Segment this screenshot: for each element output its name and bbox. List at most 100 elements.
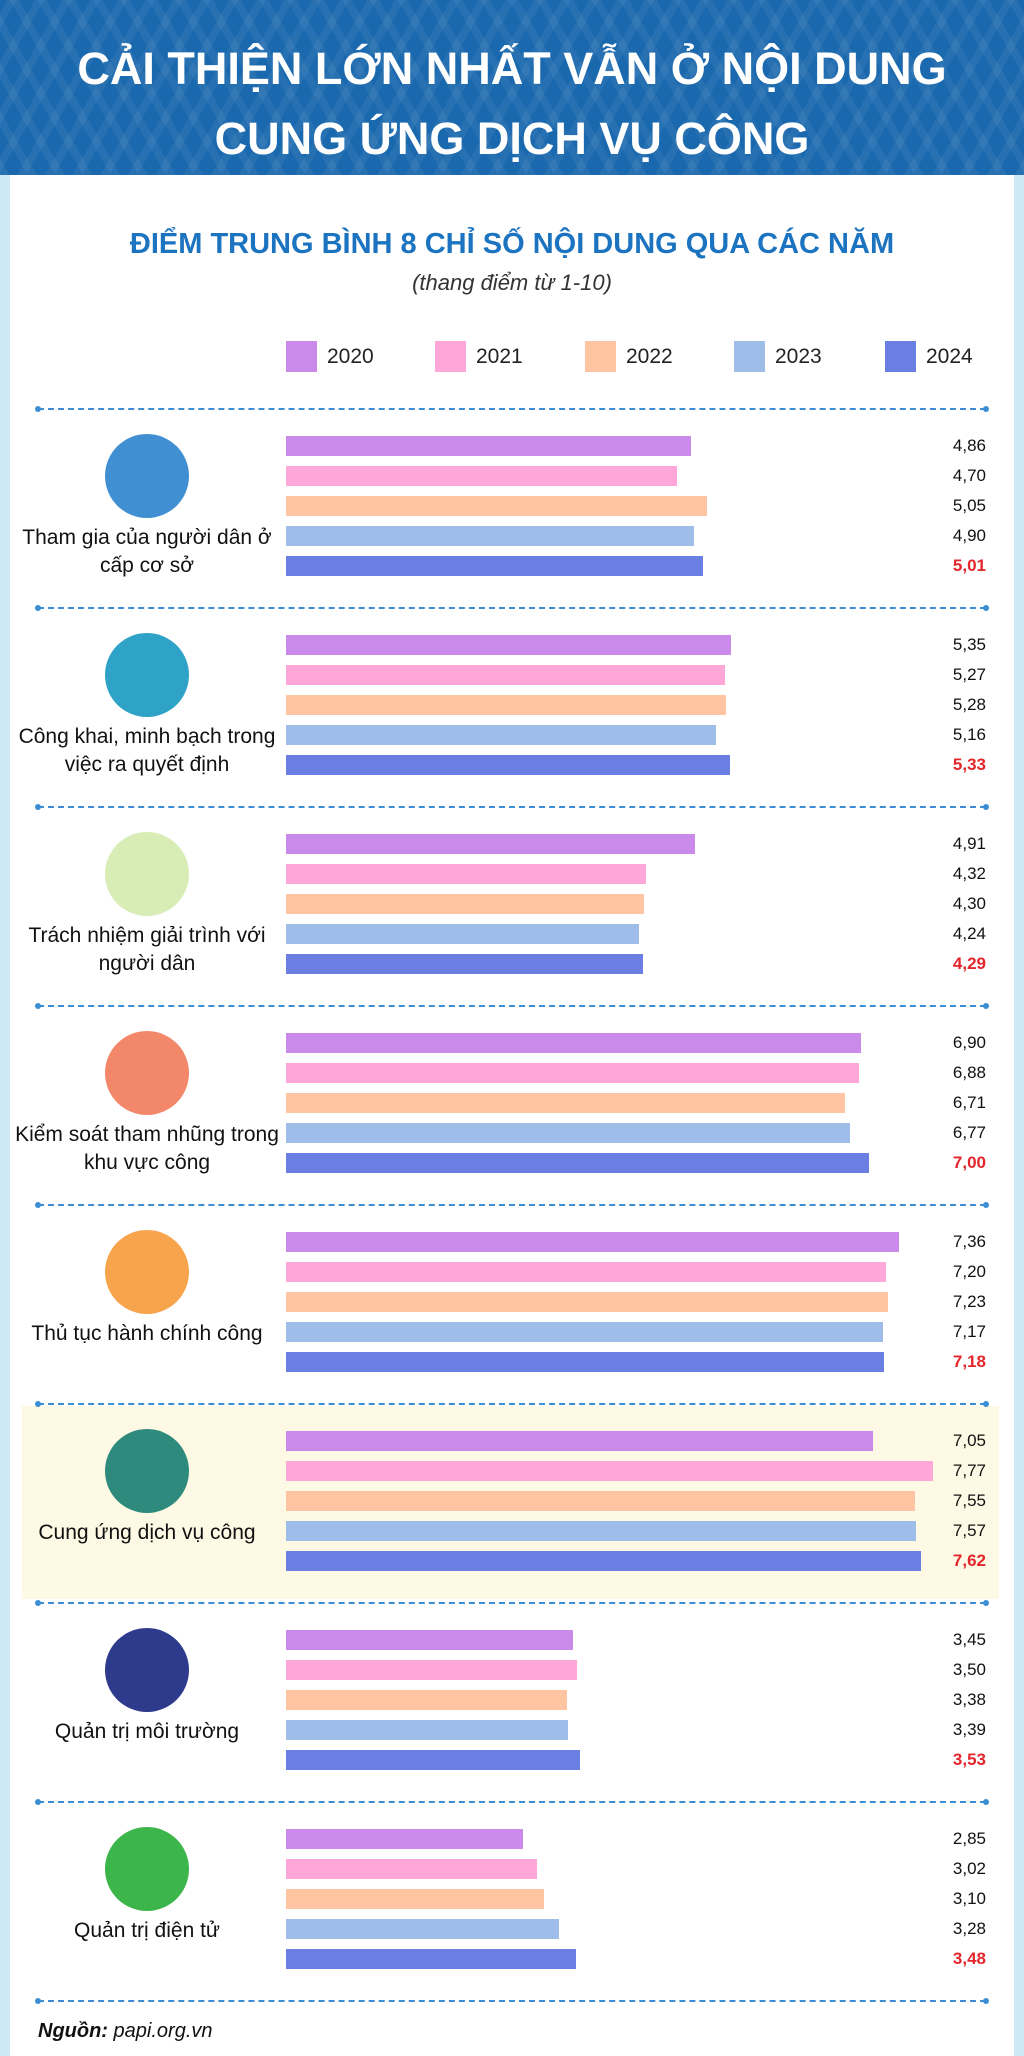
category-icon — [105, 434, 189, 518]
value-label: 7,05 — [952, 1431, 986, 1450]
category-label: Tham gia của người dân ở cấp cơ sở — [22, 526, 272, 577]
bar — [286, 1063, 859, 1083]
value-label: 5,35 — [952, 635, 986, 654]
header: CẢI THIỆN LỚN NHẤT VẪN Ở NỘI DUNG CUNG Ứ… — [0, 0, 1024, 175]
bar — [286, 1630, 574, 1650]
divider — [35, 1003, 989, 1009]
legend-label: 2023 — [775, 345, 822, 368]
value-label: 7,57 — [952, 1521, 986, 1540]
chart-title: ĐIỂM TRUNG BÌNH 8 CHỈ SỐ NỘI DUNG QUA CÁ… — [129, 228, 895, 260]
value-label: 4,24 — [952, 924, 986, 943]
value-label: 7,00 — [952, 1153, 986, 1172]
category-label: Trách nhiệm giải trình với người dân — [28, 924, 266, 975]
category-label: Kiểm soát tham nhũng trong khu vực công — [15, 1123, 279, 1174]
bar — [286, 1829, 524, 1849]
bar — [286, 1123, 850, 1143]
value-label: 5,01 — [952, 556, 986, 575]
value-label: 7,23 — [952, 1292, 986, 1311]
value-label: 6,71 — [952, 1093, 986, 1112]
value-label: 7,77 — [952, 1461, 986, 1480]
header-title: CẢI THIỆN LỚN NHẤT VẪN Ở NỘI DUNG CUNG Ứ… — [77, 43, 947, 164]
value-label: 3,28 — [952, 1919, 986, 1938]
value-label: 4,29 — [952, 954, 986, 973]
legend-swatch — [585, 341, 616, 372]
category-icon — [105, 1628, 189, 1712]
bar — [286, 1232, 899, 1252]
bar — [286, 1521, 917, 1541]
bar — [286, 894, 645, 914]
legend-swatch — [885, 341, 916, 372]
bar — [286, 1750, 580, 1770]
bar — [286, 924, 640, 944]
bar — [286, 864, 646, 884]
value-label: 6,90 — [952, 1033, 986, 1052]
source: Nguồn: papi.org.vn — [38, 2020, 213, 2043]
legend-label: 2021 — [476, 345, 523, 368]
category-icon — [105, 1429, 189, 1513]
value-label: 6,88 — [952, 1063, 986, 1082]
legend-swatch — [286, 341, 317, 372]
value-label: 7,55 — [952, 1491, 986, 1510]
legend-label: 2020 — [327, 345, 374, 368]
value-label: 3,02 — [952, 1859, 986, 1878]
value-label: 4,70 — [952, 466, 986, 485]
bar — [286, 1093, 845, 1113]
bar — [286, 725, 716, 745]
source-label: Nguồn: — [38, 2020, 108, 2042]
bar — [286, 1720, 569, 1740]
category-icon — [105, 633, 189, 717]
value-label: 5,16 — [952, 725, 986, 744]
value-label: 3,53 — [952, 1750, 986, 1769]
bar — [286, 1949, 576, 1969]
divider — [35, 1600, 989, 1606]
bar — [286, 1491, 915, 1511]
category-icon — [105, 1827, 189, 1911]
value-label: 4,32 — [952, 864, 986, 883]
value-label: 5,05 — [952, 496, 986, 515]
bar — [286, 1292, 889, 1312]
value-label: 6,77 — [952, 1123, 986, 1142]
value-label: 7,62 — [952, 1551, 986, 1570]
value-label: 5,28 — [952, 695, 986, 714]
divider — [35, 1202, 989, 1208]
category-label: Thủ tục hành chính công — [31, 1322, 263, 1345]
bar — [286, 1033, 861, 1053]
value-label: 4,90 — [952, 526, 986, 545]
legend-swatch — [734, 341, 765, 372]
bar — [286, 665, 725, 685]
value-label: 5,27 — [952, 665, 986, 684]
bar — [286, 1352, 884, 1372]
bar — [286, 1660, 578, 1680]
bar — [286, 556, 704, 576]
bar — [286, 695, 726, 715]
bar — [286, 526, 695, 546]
category-icon — [105, 832, 189, 916]
value-label: 7,18 — [952, 1352, 986, 1371]
divider — [35, 605, 989, 611]
bar — [286, 1461, 933, 1481]
value-label: 7,20 — [952, 1262, 986, 1281]
bar — [286, 1690, 568, 1710]
value-label: 3,50 — [952, 1660, 986, 1679]
source-text: papi.org.vn — [113, 2020, 213, 2042]
divider — [35, 406, 989, 412]
bar — [286, 1551, 921, 1571]
bar — [286, 635, 732, 655]
category-icon — [105, 1230, 189, 1314]
bar — [286, 834, 695, 854]
legend-label: 2022 — [626, 345, 673, 368]
divider — [35, 804, 989, 810]
bar — [286, 1262, 886, 1282]
value-label: 3,38 — [952, 1690, 986, 1709]
value-label: 3,39 — [952, 1720, 986, 1739]
value-label: 7,17 — [952, 1322, 986, 1341]
bar — [286, 1859, 538, 1879]
value-label: 4,86 — [952, 436, 986, 455]
category-label: Quản trị điện tử — [74, 1919, 220, 1942]
bar — [286, 954, 644, 974]
value-label: 3,48 — [952, 1949, 986, 1968]
bar — [286, 1431, 874, 1451]
bar — [286, 466, 678, 486]
value-label: 4,30 — [952, 894, 986, 913]
